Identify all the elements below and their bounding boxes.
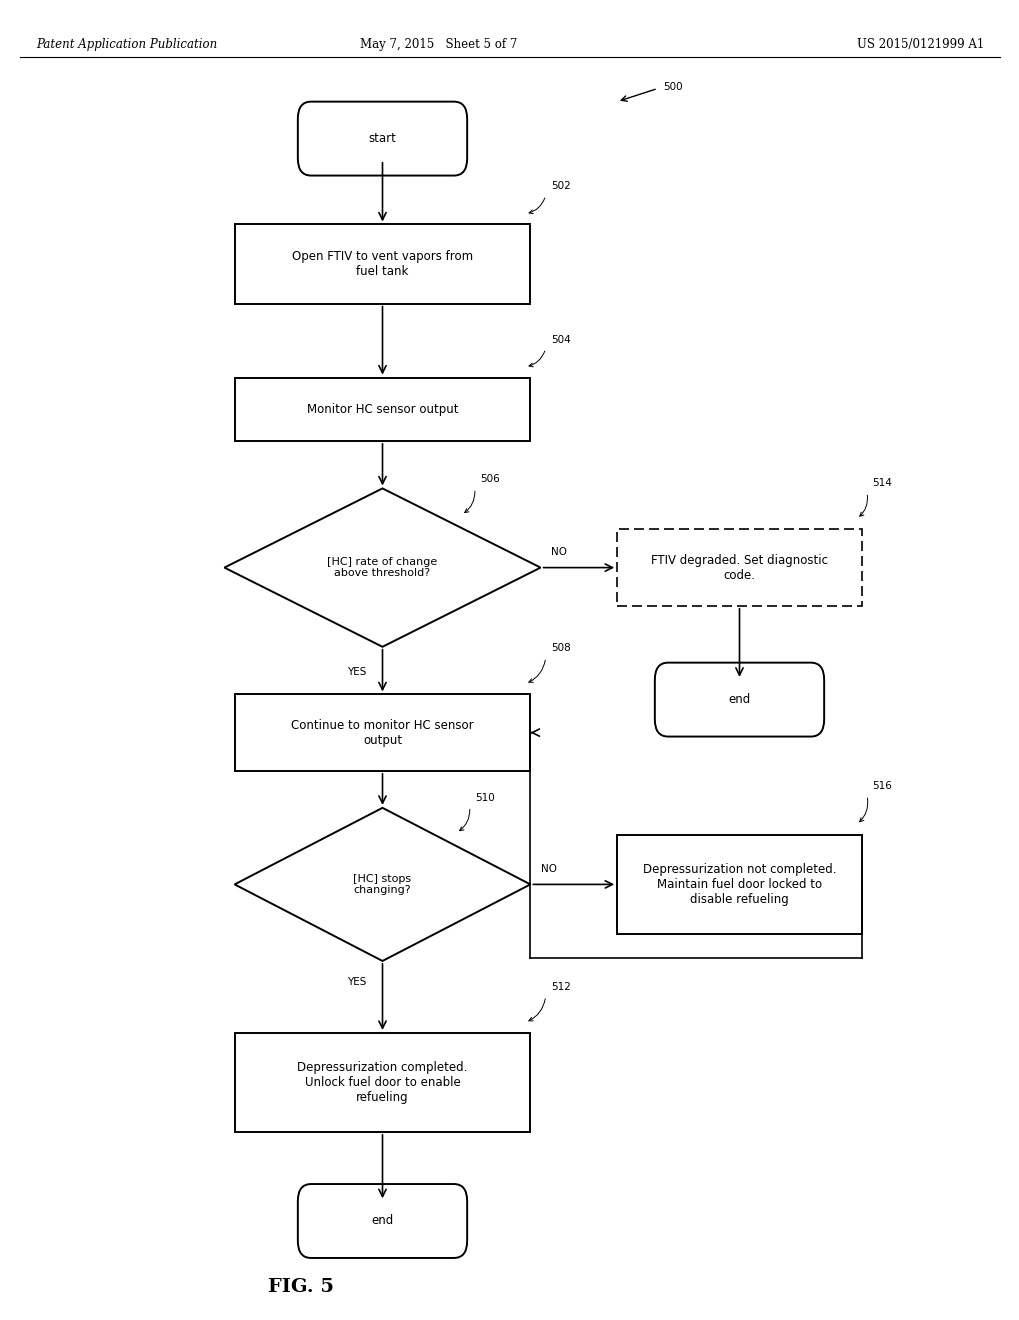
Text: Depressurization completed.
Unlock fuel door to enable
refueling: Depressurization completed. Unlock fuel … xyxy=(297,1061,468,1104)
Text: NO: NO xyxy=(540,863,556,874)
Text: Open FTIV to vent vapors from
fuel tank: Open FTIV to vent vapors from fuel tank xyxy=(291,249,473,279)
Polygon shape xyxy=(224,488,540,647)
Text: [HC] rate of change
above threshold?: [HC] rate of change above threshold? xyxy=(327,557,437,578)
Text: 508: 508 xyxy=(550,643,570,653)
Text: 504: 504 xyxy=(550,334,570,345)
Text: Monitor HC sensor output: Monitor HC sensor output xyxy=(307,403,458,416)
Text: 500: 500 xyxy=(662,82,682,92)
Text: 514: 514 xyxy=(871,478,891,488)
FancyBboxPatch shape xyxy=(298,102,467,176)
Text: FIG. 5: FIG. 5 xyxy=(268,1278,333,1296)
Text: NO: NO xyxy=(550,546,567,557)
Text: start: start xyxy=(368,132,396,145)
Text: end: end xyxy=(728,693,750,706)
Text: YES: YES xyxy=(347,977,366,987)
FancyBboxPatch shape xyxy=(298,1184,467,1258)
FancyBboxPatch shape xyxy=(616,529,861,606)
Text: Continue to monitor HC sensor
output: Continue to monitor HC sensor output xyxy=(290,718,474,747)
Text: Patent Application Publication: Patent Application Publication xyxy=(36,38,217,51)
Text: YES: YES xyxy=(347,667,366,677)
Text: Depressurization not completed.
Maintain fuel door locked to
disable refueling: Depressurization not completed. Maintain… xyxy=(642,863,836,906)
Polygon shape xyxy=(234,808,530,961)
Text: US 2015/0121999 A1: US 2015/0121999 A1 xyxy=(856,38,983,51)
FancyBboxPatch shape xyxy=(616,834,861,935)
Text: end: end xyxy=(371,1214,393,1228)
Text: 516: 516 xyxy=(871,781,891,791)
Text: 506: 506 xyxy=(480,474,499,484)
Text: 512: 512 xyxy=(550,982,570,993)
Text: 510: 510 xyxy=(475,792,494,803)
Text: FTIV degraded. Set diagnostic
code.: FTIV degraded. Set diagnostic code. xyxy=(650,553,827,582)
FancyBboxPatch shape xyxy=(234,694,530,771)
Text: 502: 502 xyxy=(550,181,570,191)
Text: May 7, 2015   Sheet 5 of 7: May 7, 2015 Sheet 5 of 7 xyxy=(360,38,517,51)
Text: [HC] stops
changing?: [HC] stops changing? xyxy=(354,874,411,895)
FancyBboxPatch shape xyxy=(234,1032,530,1133)
FancyBboxPatch shape xyxy=(234,378,530,441)
FancyBboxPatch shape xyxy=(234,224,530,304)
FancyBboxPatch shape xyxy=(654,663,823,737)
